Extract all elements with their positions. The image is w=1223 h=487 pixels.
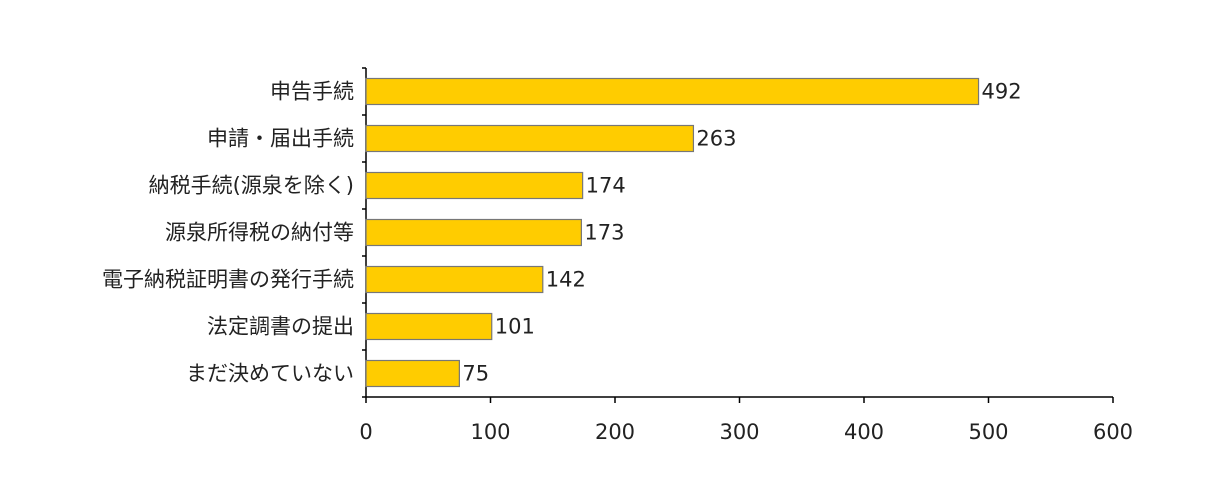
value-label: 492: [982, 80, 1022, 104]
bar: [365, 312, 493, 341]
x-tick-label: 100: [470, 420, 510, 444]
bar: [365, 359, 460, 388]
bar: [365, 265, 544, 294]
y-tick-label: 電子納税証明書の発行手続: [102, 268, 354, 292]
value-label: 101: [495, 315, 535, 339]
value-label: 173: [584, 221, 624, 245]
y-tick-label: 申請・届出手続: [207, 127, 354, 151]
y-tick-label: 納税手続(源泉を除く): [149, 174, 354, 198]
bar: [365, 218, 582, 247]
x-tick-label: 200: [595, 420, 635, 444]
x-tick-label: 0: [359, 420, 372, 444]
bar: [365, 77, 980, 106]
x-tick-label: 500: [968, 420, 1008, 444]
y-tick-label: まだ決めていない: [186, 362, 354, 386]
y-tick-label: 法定調書の提出: [207, 315, 354, 339]
value-label: 174: [586, 174, 626, 198]
x-tick-label: 300: [719, 420, 759, 444]
value-label: 263: [696, 127, 736, 151]
y-tick-label: 申告手続: [270, 80, 354, 104]
x-tick-label: 400: [844, 420, 884, 444]
bar: [365, 171, 584, 200]
x-tick-label: 600: [1093, 420, 1133, 444]
value-label: 75: [462, 362, 489, 386]
y-tick-label: 源泉所得税の納付等: [165, 221, 354, 245]
bar: [365, 124, 695, 153]
value-label: 142: [546, 268, 586, 292]
